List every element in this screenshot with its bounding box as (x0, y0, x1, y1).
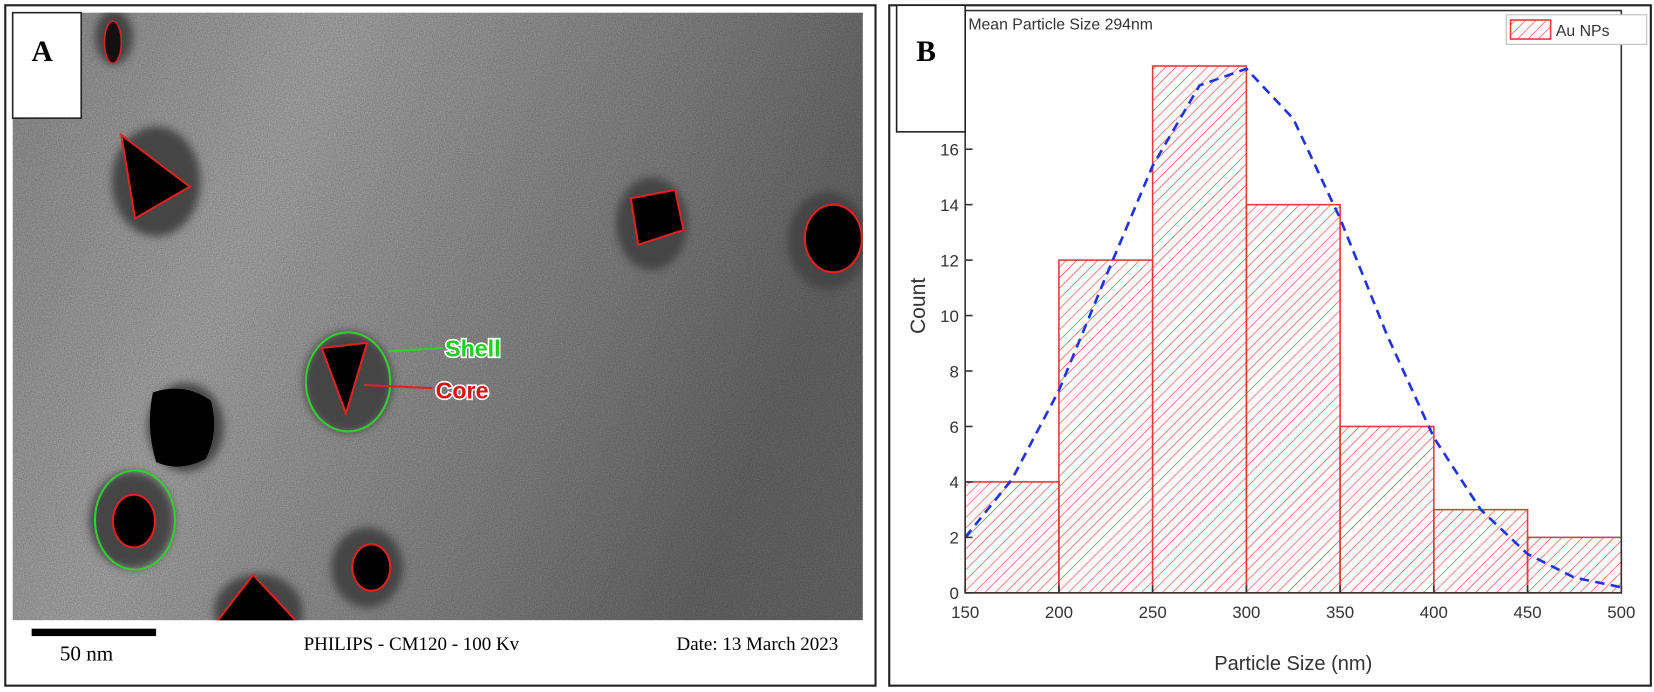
core-label: Core (436, 378, 489, 404)
bar (1245, 203, 1341, 594)
y-tick-label: 16 (940, 141, 959, 160)
bar (1058, 259, 1154, 594)
y-tick-label: 0 (949, 584, 958, 603)
legend-label: Au NPs (1556, 23, 1610, 40)
scale-bar-label: 50 nm (60, 641, 114, 665)
panel-a-label-box (11, 11, 83, 119)
instrument-label: PHILIPS - CM120 - 100 Kv (304, 634, 520, 655)
y-tick-label: 14 (940, 196, 959, 215)
legend-swatch (1509, 19, 1552, 40)
bar (1339, 425, 1435, 594)
y-tick-label: 6 (949, 418, 958, 437)
bar (1151, 65, 1248, 594)
x-tick-label: 400 (1420, 603, 1448, 622)
y-tick-label: 8 (949, 362, 958, 381)
bar (1526, 536, 1623, 594)
x-tick-label: 500 (1607, 603, 1635, 622)
plot-frame (964, 9, 1623, 594)
tem-image (12, 12, 863, 621)
x-axis-label: Particle Size (nm) (1214, 653, 1372, 675)
chart-title: Mean Particle Size 294nm (968, 17, 1153, 34)
y-axis-label: Count (907, 278, 930, 334)
y-tick-label: 10 (940, 307, 959, 326)
panel-b-label-box (895, 4, 966, 133)
panel-label: B (916, 36, 936, 68)
y-tick-label: 4 (949, 473, 958, 492)
x-tick-label: 350 (1326, 603, 1354, 622)
x-tick-label: 200 (1045, 603, 1073, 622)
x-tick-label: 300 (1232, 603, 1260, 622)
scale-bar (31, 628, 157, 637)
y-tick-label: 12 (940, 251, 959, 270)
y-tick-label: 2 (949, 529, 958, 548)
shell-label: Shell (445, 336, 500, 362)
bar (1433, 508, 1529, 594)
x-tick-label: 450 (1513, 603, 1541, 622)
panel-label: A (32, 36, 54, 68)
x-tick-label: 150 (951, 603, 979, 622)
bar (964, 481, 1060, 594)
date-label: Date: 13 March 2023 (677, 634, 839, 655)
x-tick-label: 250 (1139, 603, 1167, 622)
